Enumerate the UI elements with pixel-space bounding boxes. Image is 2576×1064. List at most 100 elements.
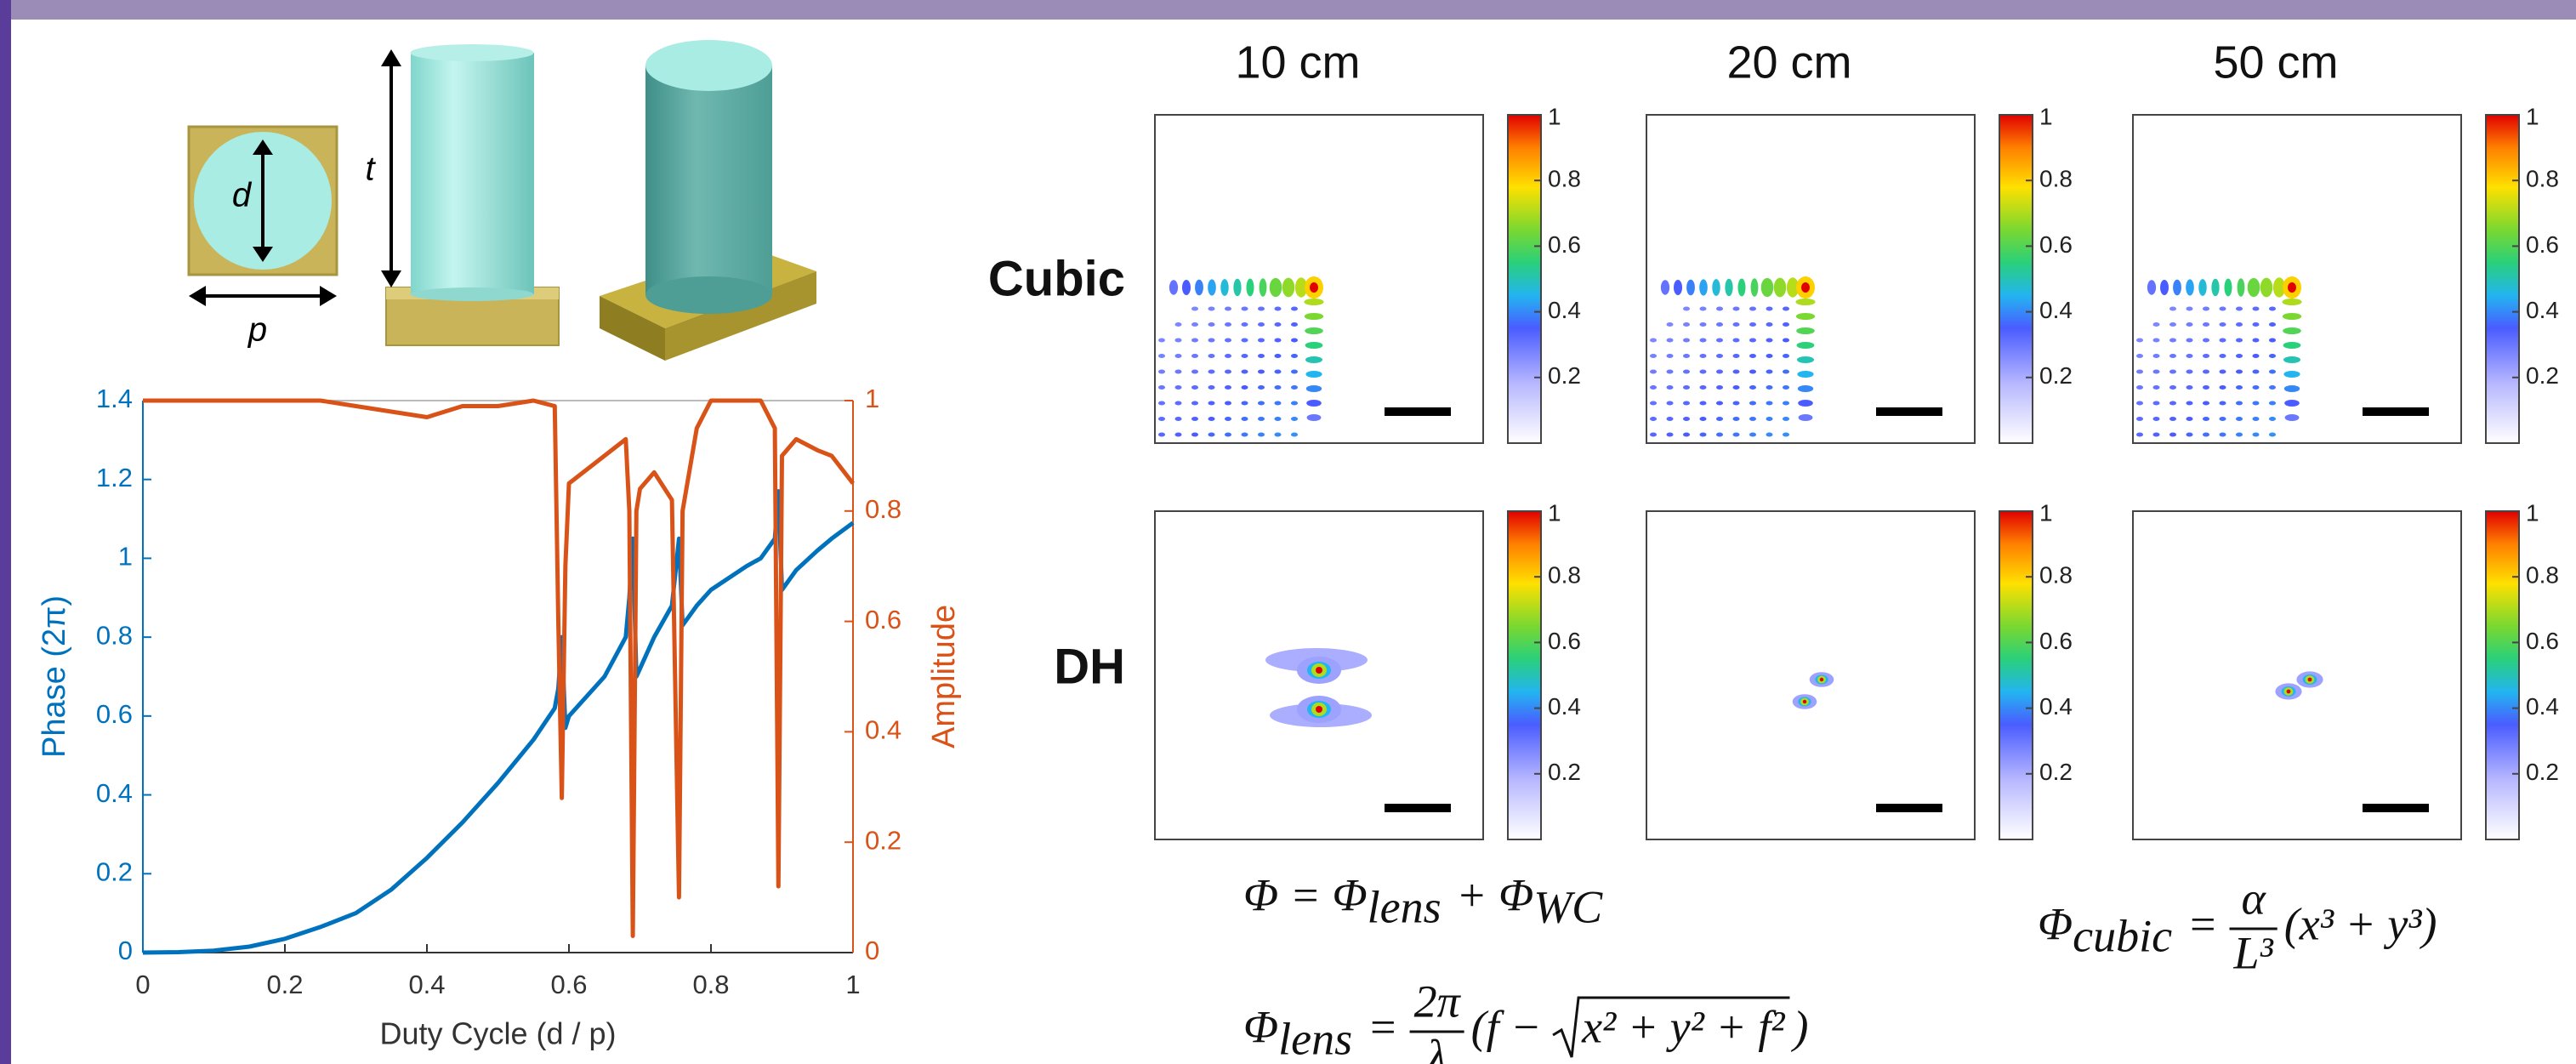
psf-spot [1700, 322, 1707, 327]
psf-spot [1175, 322, 1182, 327]
psf-spot [1716, 417, 1723, 421]
psf-spot [1783, 322, 1789, 327]
psf-spot [1733, 339, 1740, 343]
y2-axis-label: Amplitude [926, 605, 962, 748]
psf-spot [1667, 385, 1674, 390]
psf-spot [1310, 282, 1318, 293]
psf-spot [1700, 370, 1707, 374]
psf-spot [1700, 385, 1707, 390]
scale-bar [1385, 407, 1451, 416]
psf-spot [2153, 354, 2160, 358]
psf-spot [1258, 339, 1265, 343]
equation-denominator: L³ [2233, 927, 2274, 978]
psf-spot [1716, 433, 1723, 437]
psf-spot [1667, 322, 1674, 327]
equation-sub: cubic [2073, 910, 2172, 961]
psf-spot [2203, 417, 2209, 421]
psf-spot [2186, 433, 2193, 437]
psf-spot [2203, 401, 2209, 406]
psf-spot [2236, 307, 2243, 311]
psf-spot [1766, 339, 1773, 343]
psf-spot [1275, 339, 1282, 343]
psf-spot [1650, 339, 1657, 343]
psf-spot [1683, 370, 1690, 374]
psf-spot [1783, 385, 1789, 390]
psf-spot [1208, 417, 1215, 421]
scale-bar [1876, 407, 1942, 416]
psf-spot [1700, 401, 1707, 406]
psf-spot [1208, 385, 1215, 390]
psf-spot [1766, 354, 1773, 358]
psf-spot [1242, 339, 1248, 343]
psf-spot [1667, 401, 1674, 406]
psf-spot [2225, 279, 2232, 297]
psf-spot [2186, 385, 2193, 390]
psf-spot [1158, 354, 1165, 358]
colorbar-tick-label: 0.2 [2039, 362, 2073, 389]
psf-spot [2283, 327, 2301, 334]
psf-spot [1305, 356, 1322, 363]
psf-spot [1291, 370, 1298, 374]
psf-spot [1667, 354, 1674, 358]
psf-spot [1783, 433, 1789, 437]
psf-spot [2153, 322, 2160, 327]
x-tick-label: 0.8 [692, 970, 729, 999]
psf-spot [2284, 400, 2300, 407]
psf-spot [2220, 385, 2226, 390]
psf-spot [2203, 307, 2209, 311]
psf-spot [1699, 279, 1708, 295]
psf-spot [2236, 433, 2243, 437]
psf-spot [1650, 370, 1657, 374]
psf-spot [1175, 370, 1182, 374]
psf-spot [1242, 370, 1248, 374]
psf-spot [1242, 385, 1248, 390]
slide: d t p 00.20.40.60.8100.20.40.60.811.21.4… [0, 0, 2576, 1064]
psf-spot [2160, 280, 2169, 295]
psf-spot [2269, 354, 2276, 358]
psf-spot [2269, 385, 2276, 390]
psf-spot [1260, 278, 1267, 297]
psf-spot [2203, 385, 2209, 390]
colorbar-tick-label: 0.2 [2039, 759, 2073, 785]
psf-spot [2260, 278, 2272, 298]
x-axis-label: Duty Cycle (d / p) [379, 1016, 616, 1051]
psf-spot [1258, 322, 1265, 327]
psf-spot [1306, 400, 1322, 407]
psf-spot [2220, 307, 2226, 311]
psf-spot [1191, 354, 1198, 358]
colorbar-tick-label: 0.6 [1548, 628, 1581, 654]
psf-spot [2169, 417, 2176, 421]
psf-spot [1247, 279, 1254, 297]
psf-spot [1258, 385, 1265, 390]
psf-spot [1242, 322, 1248, 327]
psf-spot [2283, 356, 2300, 363]
x-tick-label: 0 [135, 970, 150, 999]
psf-spot [2220, 339, 2226, 343]
psf-spot [1175, 433, 1182, 437]
y-axis-label: Phase (2π) [37, 595, 72, 758]
colorbar-tick-label: 0.4 [2039, 297, 2073, 323]
psf-spot [1208, 370, 1215, 374]
pillar [411, 53, 534, 294]
psf-spot [2285, 414, 2300, 421]
colorbar-tick-label: 0.6 [2039, 231, 2073, 258]
psf-spot [1749, 417, 1756, 421]
equation-sub: lens [1278, 1013, 1352, 1064]
psf-spot [1686, 280, 1695, 296]
psf-spot [1683, 339, 1690, 343]
psf-spot [1175, 339, 1182, 343]
psf-spot [1258, 401, 1265, 406]
psf-spot [2220, 433, 2226, 437]
colorbar [1999, 115, 2033, 443]
column-title: 50 cm [2213, 37, 2338, 88]
psf-spot [1242, 354, 1248, 358]
psf-spot [1733, 322, 1740, 327]
psf-spot [1208, 433, 1215, 437]
psf-spot [1650, 401, 1657, 406]
colorbar-tick-label: 0.6 [2526, 231, 2559, 258]
psf-spot [1158, 433, 1165, 437]
psf-spot [1733, 370, 1740, 374]
psf-spot [1801, 282, 1810, 293]
diagram-label: t [365, 151, 376, 188]
psf-spot [2173, 280, 2181, 296]
